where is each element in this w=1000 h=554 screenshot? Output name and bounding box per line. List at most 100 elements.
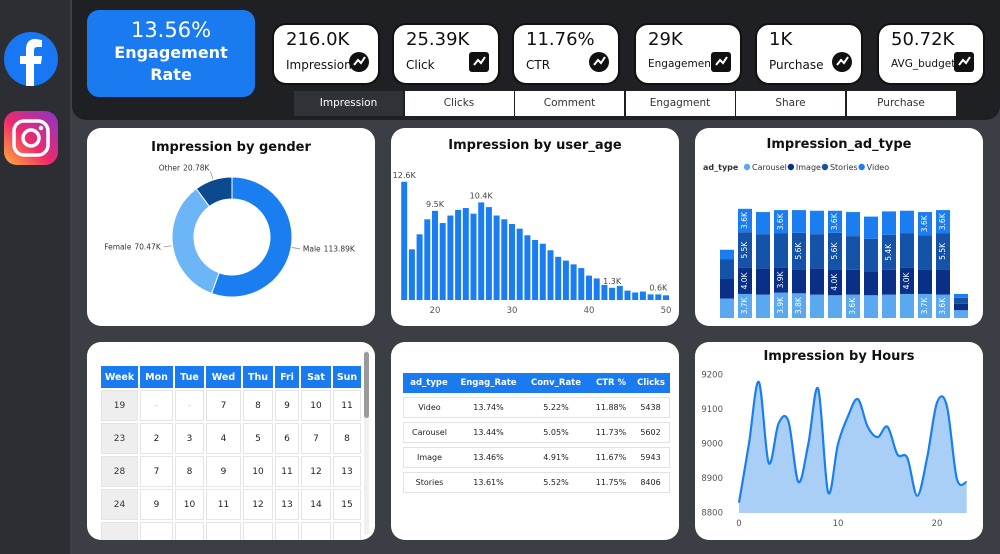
kpi-card: 216.0K Impression <box>272 23 380 85</box>
kpi-value: 216.0K <box>286 29 350 50</box>
table-cell: Video <box>403 397 455 418</box>
calendar-header-cell: Fri <box>275 366 299 388</box>
bar <box>647 294 654 300</box>
kpi-label: Engagement <box>648 58 715 70</box>
tab[interactable]: Engagment <box>625 91 735 116</box>
calendar-header: Week Mon Tue Wed Thu Fri Sat Sun <box>101 366 361 388</box>
bar-segment <box>900 233 914 268</box>
kpi-label: Impression <box>286 58 352 72</box>
bar <box>501 219 508 300</box>
calendar-header-cell: Sat <box>301 366 331 388</box>
calendar-row: 24 9 10 11 12 13 14 15 <box>101 489 361 520</box>
scroll-track <box>364 350 369 535</box>
bar <box>455 209 462 300</box>
tab[interactable]: Purchase <box>846 91 956 116</box>
bar-segment <box>756 294 770 318</box>
calendar-empty <box>101 522 138 540</box>
calendar-header-cell: Sun <box>333 366 361 388</box>
scroll-thumb[interactable] <box>364 352 369 418</box>
age-panel: Impression by user_age 12.6K 9.5K 10.4K 1.3K… <box>391 128 679 326</box>
bar-segment <box>918 235 932 270</box>
legend-title: ad_type <box>703 163 739 172</box>
calendar-day: 9 <box>206 456 241 487</box>
y-tick-label: 9100 <box>701 405 723 415</box>
bar <box>478 202 485 300</box>
calendar-day: - <box>140 390 173 421</box>
data-label: 3.6K <box>920 214 929 232</box>
x-tick-label: 0 <box>736 519 741 529</box>
table-cell: 11.73% <box>590 422 632 443</box>
kpi-card: 25.39K Click <box>392 23 500 85</box>
calendar-empty <box>175 522 204 540</box>
area <box>739 381 967 513</box>
slice-value: 20.78K <box>183 164 210 173</box>
bar <box>408 249 415 300</box>
instagram-icon[interactable] <box>4 111 58 165</box>
facebook-f <box>20 39 42 86</box>
table-cell: 4.91% <box>522 447 590 468</box>
tab[interactable]: Share <box>736 91 845 116</box>
bar-segment <box>918 269 932 294</box>
kpi-label: Purchase <box>769 58 824 72</box>
bar-segment <box>720 259 734 279</box>
bar-segment <box>864 271 878 296</box>
chart: Impression by Hours 8800 8900 9000 9100 9200 0… <box>701 349 968 529</box>
tab[interactable]: Comment <box>515 91 624 116</box>
data-label: 12.6K <box>393 171 417 180</box>
data-label: 10.4K <box>470 191 494 200</box>
kpi-value: 13.56% <box>130 18 212 42</box>
table-header-cell: Conv_Rate <box>522 373 590 393</box>
tab[interactable]: Impression <box>294 91 403 116</box>
bar <box>586 275 592 300</box>
slice-category: Other <box>159 164 181 173</box>
bar-segment <box>828 269 842 296</box>
calendar-empty <box>275 522 299 540</box>
table-header-cell: ad_type <box>403 373 455 393</box>
bar-segment <box>882 211 896 235</box>
bar <box>416 234 423 300</box>
data-label: 3.7K <box>920 296 929 314</box>
bar-segment <box>774 292 788 318</box>
bar-segment <box>954 293 968 298</box>
bar-segment <box>954 297 968 304</box>
data-label: 3.6K <box>938 297 947 315</box>
chart-title: Impression_ad_type <box>767 137 912 152</box>
tab[interactable]: Clicks <box>404 91 514 116</box>
table-cell: 11.88% <box>590 397 632 418</box>
bar-segment <box>900 293 914 318</box>
bar <box>663 295 669 300</box>
slice-value: 113.89K <box>324 244 356 253</box>
data-label: 3.6K <box>740 211 749 229</box>
x-tick-label: 40 <box>584 306 595 316</box>
slice-category: Female <box>104 242 132 251</box>
kpi-card: 29K Engagement <box>634 23 742 85</box>
bar <box>593 278 600 300</box>
data-table: ad_type Engag_Rate Conv_Rate CTR % Clicks Vid… <box>403 369 670 497</box>
gender-panel: Impression by gender Male 113.89K Female 70.… <box>87 128 375 326</box>
calendar-empty <box>333 522 361 540</box>
kpi-icon <box>589 52 609 72</box>
bar-segment <box>756 212 770 235</box>
table-cell: Stories <box>403 472 455 493</box>
bar-segment <box>810 234 824 269</box>
table-cell: 5438 <box>632 397 670 418</box>
data-label: 3.6K <box>848 297 857 315</box>
calendar-day: 2 <box>140 423 173 454</box>
table-row: Stories 13.61% 5.52% 11.75% 8406 <box>403 472 670 493</box>
bar-segment <box>864 216 878 239</box>
bar-segment <box>792 210 806 233</box>
slice-value: 70.47K <box>134 242 161 251</box>
bar <box>462 208 469 300</box>
calendar-row <box>101 522 361 540</box>
calendar-day: 14 <box>301 489 331 520</box>
instagram-frame <box>12 119 50 157</box>
kpi-icon <box>954 52 974 72</box>
kpi-icon <box>349 52 369 72</box>
legend-label: Video <box>867 163 890 172</box>
data-label: 0.6K <box>649 283 668 292</box>
bar <box>609 287 616 300</box>
bar-segment <box>828 232 842 270</box>
calendar-day: 8 <box>175 456 204 487</box>
calendar-week: 24 <box>101 489 138 520</box>
calendar-header-cell: Week <box>101 366 138 388</box>
